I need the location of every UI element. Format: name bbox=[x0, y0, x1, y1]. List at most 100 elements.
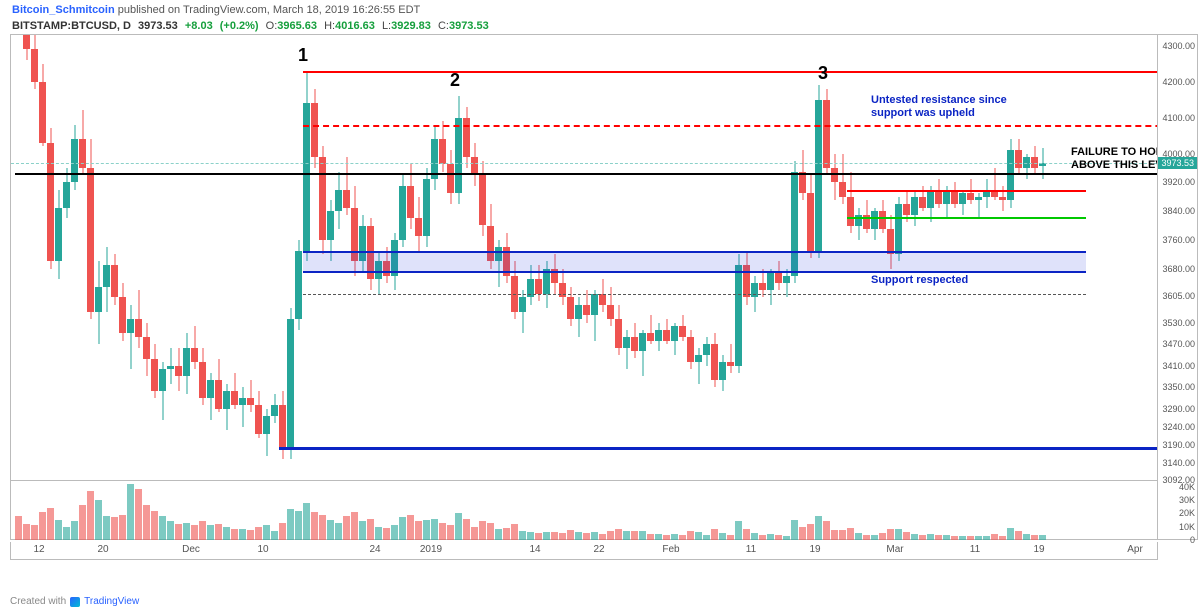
candle[interactable] bbox=[15, 35, 22, 480]
trend-line[interactable] bbox=[303, 125, 1157, 127]
volume-bar[interactable] bbox=[183, 523, 190, 540]
volume-bar[interactable] bbox=[511, 524, 518, 540]
volume-bar[interactable] bbox=[799, 527, 806, 540]
volume-bar[interactable] bbox=[471, 527, 478, 540]
candle[interactable] bbox=[207, 35, 214, 480]
volume-bar[interactable] bbox=[783, 536, 790, 540]
volume-bar[interactable] bbox=[23, 524, 30, 540]
volume-bar[interactable] bbox=[263, 525, 270, 540]
volume-bar[interactable] bbox=[335, 523, 342, 540]
volume-bar[interactable] bbox=[999, 536, 1006, 540]
volume-bar[interactable] bbox=[143, 505, 150, 540]
volume-bar[interactable] bbox=[527, 532, 534, 540]
footer-brand[interactable]: TradingView bbox=[84, 596, 139, 607]
volume-bar[interactable] bbox=[671, 534, 678, 540]
volume-bar[interactable] bbox=[1031, 535, 1038, 540]
volume-bar[interactable] bbox=[767, 534, 774, 540]
volume-bar[interactable] bbox=[983, 536, 990, 540]
volume-bar[interactable] bbox=[79, 505, 86, 540]
volume-bar[interactable] bbox=[343, 516, 350, 540]
volume-bar[interactable] bbox=[15, 516, 22, 540]
candle[interactable] bbox=[143, 35, 150, 480]
volume-bar[interactable] bbox=[639, 531, 646, 540]
volume-bar[interactable] bbox=[39, 512, 46, 540]
volume-bar[interactable] bbox=[655, 534, 662, 540]
volume-bar[interactable] bbox=[551, 532, 558, 540]
volume-bar[interactable] bbox=[423, 520, 430, 540]
chart-plot[interactable]: 123Untested resistance sincesupport was … bbox=[10, 34, 1158, 540]
candle[interactable] bbox=[31, 35, 38, 480]
volume-bar[interactable] bbox=[223, 527, 230, 540]
volume-bar[interactable] bbox=[759, 535, 766, 540]
volume-bar[interactable] bbox=[727, 535, 734, 540]
volume-bar[interactable] bbox=[175, 524, 182, 540]
volume-bar[interactable] bbox=[135, 489, 142, 540]
volume-bar[interactable] bbox=[55, 520, 62, 540]
volume-bar[interactable] bbox=[1015, 531, 1022, 540]
candle[interactable] bbox=[239, 35, 246, 480]
candle[interactable] bbox=[63, 35, 70, 480]
candle[interactable] bbox=[279, 35, 286, 480]
y-axis[interactable]: 4300.004200.004100.004000.003920.003840.… bbox=[1158, 34, 1198, 540]
volume-bar[interactable] bbox=[991, 534, 998, 540]
volume-bar[interactable] bbox=[287, 509, 294, 540]
candle[interactable] bbox=[23, 35, 30, 480]
volume-bar[interactable] bbox=[207, 525, 214, 540]
volume-bar[interactable] bbox=[559, 533, 566, 540]
volume-bar[interactable] bbox=[535, 533, 542, 540]
candle[interactable] bbox=[159, 35, 166, 480]
volume-bar[interactable] bbox=[863, 535, 870, 540]
volume-bar[interactable] bbox=[959, 536, 966, 540]
volume-bar[interactable] bbox=[255, 527, 262, 540]
volume-bar[interactable] bbox=[327, 520, 334, 540]
volume-bar[interactable] bbox=[399, 517, 406, 540]
candle[interactable] bbox=[103, 35, 110, 480]
price-pane[interactable]: 123Untested resistance sincesupport was … bbox=[11, 35, 1157, 481]
volume-bar[interactable] bbox=[591, 532, 598, 540]
volume-bar[interactable] bbox=[927, 534, 934, 540]
volume-bar[interactable] bbox=[487, 523, 494, 540]
volume-bar[interactable] bbox=[663, 535, 670, 540]
volume-bar[interactable] bbox=[583, 533, 590, 540]
volume-bar[interactable] bbox=[543, 532, 550, 540]
volume-bar[interactable] bbox=[575, 532, 582, 540]
volume-bar[interactable] bbox=[367, 519, 374, 540]
volume-bar[interactable] bbox=[743, 529, 750, 540]
candle[interactable] bbox=[231, 35, 238, 480]
candle[interactable] bbox=[127, 35, 134, 480]
volume-bar[interactable] bbox=[319, 515, 326, 540]
volume-bar[interactable] bbox=[351, 512, 358, 540]
volume-bar[interactable] bbox=[375, 527, 382, 540]
candle[interactable] bbox=[191, 35, 198, 480]
trend-line[interactable] bbox=[303, 294, 1086, 295]
volume-bar[interactable] bbox=[879, 533, 886, 540]
candle[interactable] bbox=[167, 35, 174, 480]
volume-bar[interactable] bbox=[159, 516, 166, 540]
volume-bar[interactable] bbox=[703, 535, 710, 540]
volume-bar[interactable] bbox=[895, 529, 902, 540]
candle[interactable] bbox=[255, 35, 262, 480]
volume-bar[interactable] bbox=[623, 531, 630, 540]
candle[interactable] bbox=[95, 35, 102, 480]
candle[interactable] bbox=[135, 35, 142, 480]
volume-bar[interactable] bbox=[415, 521, 422, 540]
volume-bar[interactable] bbox=[855, 533, 862, 540]
time-axis[interactable]: 1220Dec102420191422Feb1119Mar1119Apr1523 bbox=[10, 542, 1158, 560]
trend-line[interactable] bbox=[847, 190, 1086, 192]
trend-line[interactable] bbox=[847, 217, 1086, 219]
volume-bar[interactable] bbox=[391, 525, 398, 540]
candle[interactable] bbox=[287, 35, 294, 480]
author[interactable]: Bitcoin_Schmitcoin bbox=[12, 4, 115, 16]
candle[interactable] bbox=[111, 35, 118, 480]
volume-bar[interactable] bbox=[719, 533, 726, 540]
volume-bar[interactable] bbox=[103, 516, 110, 540]
candle[interactable] bbox=[47, 35, 54, 480]
volume-bar[interactable] bbox=[127, 484, 134, 540]
volume-bar[interactable] bbox=[567, 530, 574, 540]
volume-bar[interactable] bbox=[295, 511, 302, 540]
volume-bar[interactable] bbox=[71, 521, 78, 540]
volume-bar[interactable] bbox=[479, 521, 486, 540]
candle[interactable] bbox=[175, 35, 182, 480]
volume-bar[interactable] bbox=[191, 525, 198, 540]
volume-bar[interactable] bbox=[935, 535, 942, 540]
